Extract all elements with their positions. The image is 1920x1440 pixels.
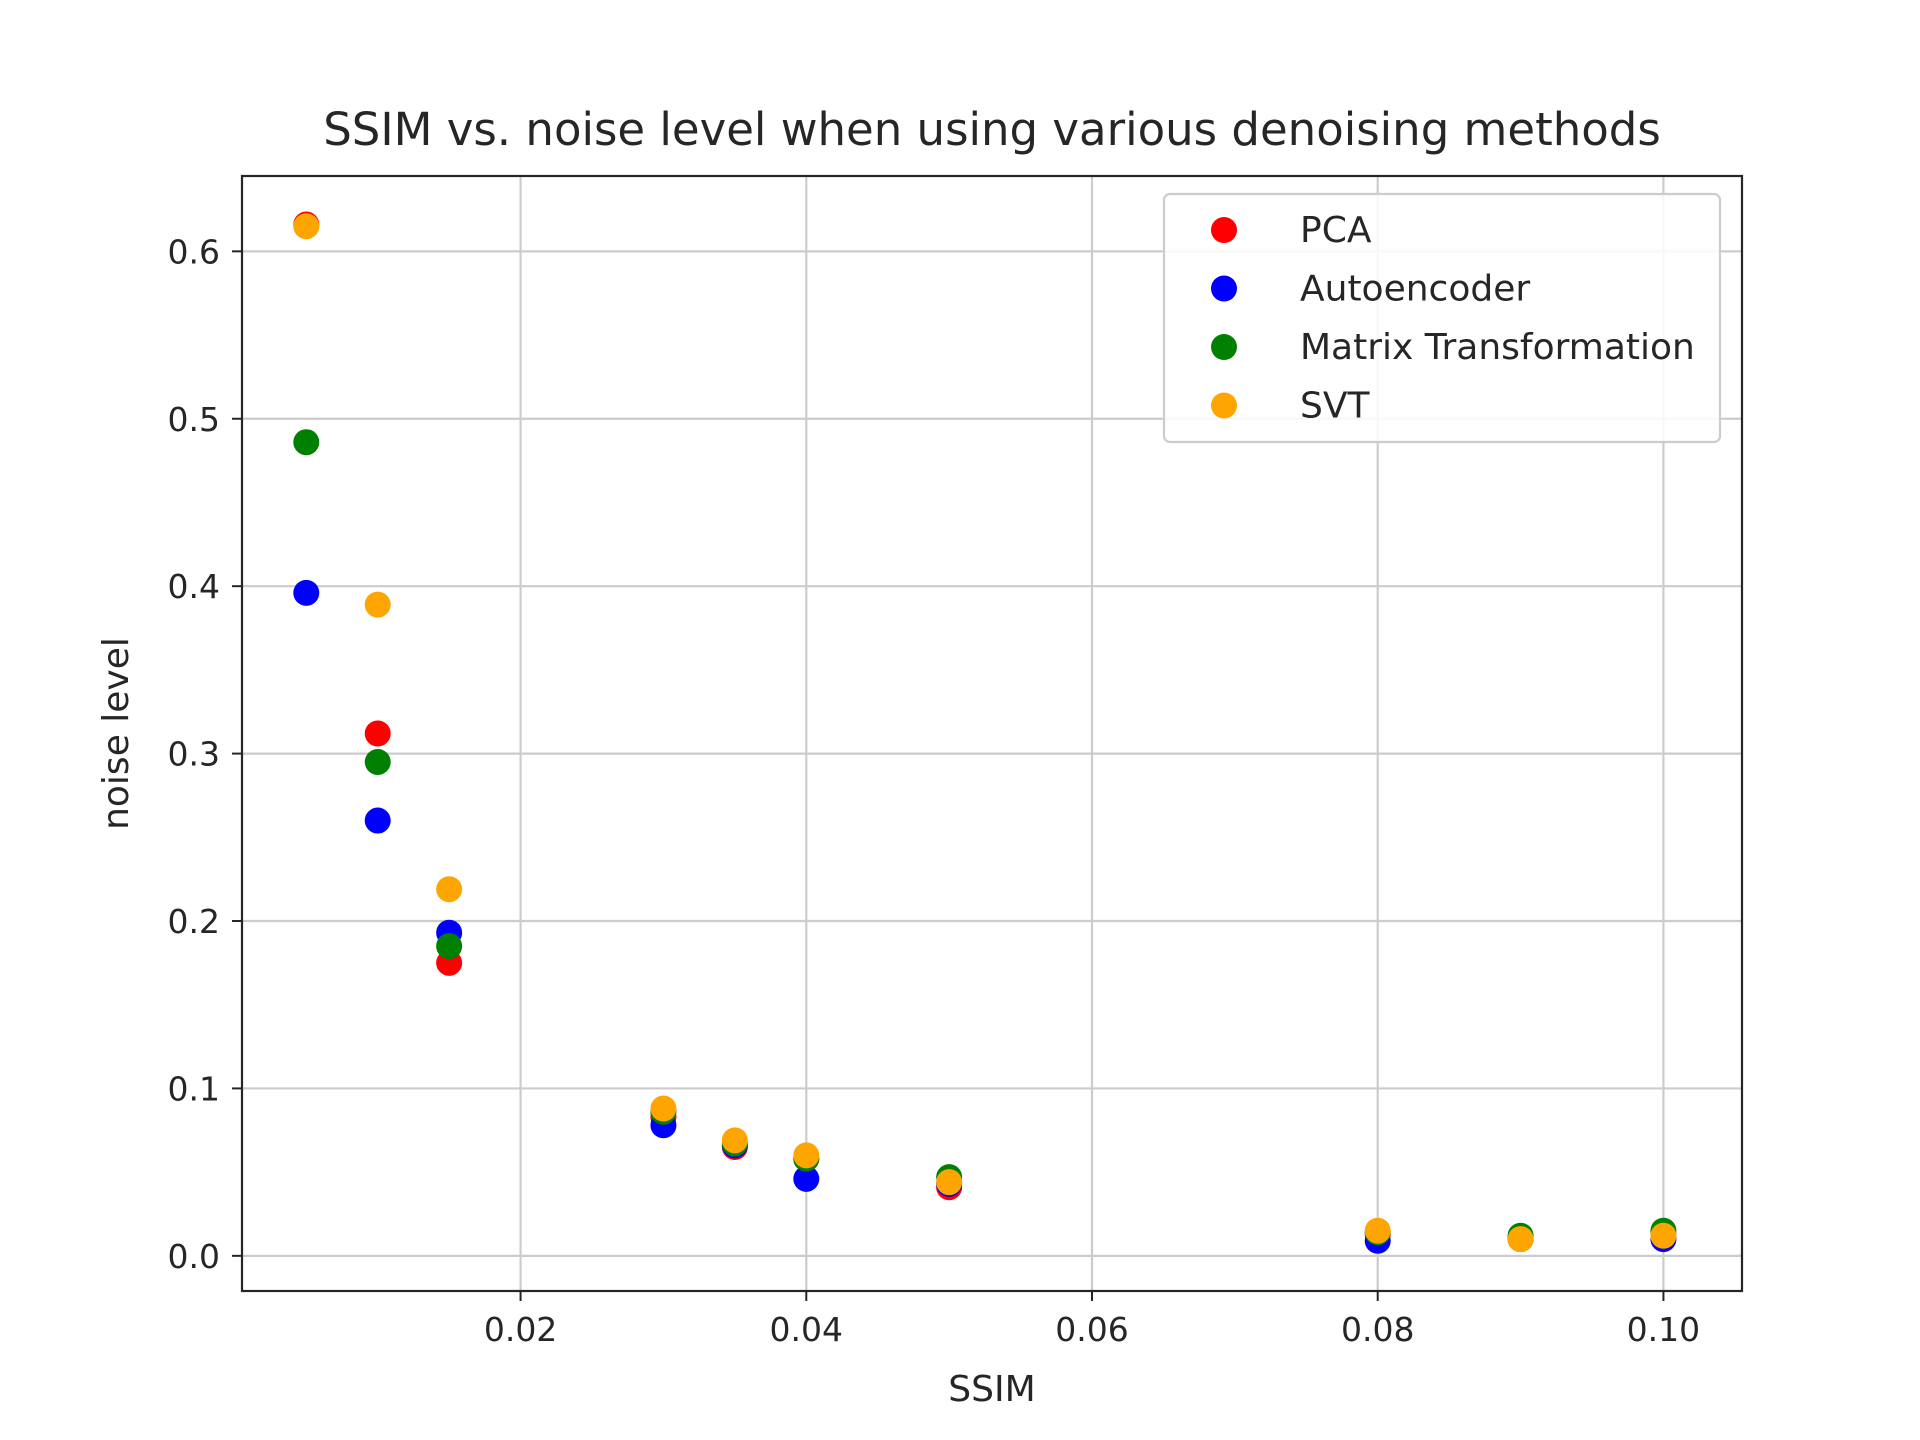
x-tick-label: 0.08 [1341,1310,1414,1349]
axis-ticks: 0.02 0.04 0.06 0.08 0.10 0.0 0.1 0.2 0.3 0.4 0.5 0.… [168,232,1701,1349]
legend-box [1162,192,1722,444]
legend-label: PCA [1300,210,1372,251]
legend: PCA Autoencoder Matrix Transformation SVT [1162,192,1722,444]
x-tick-label: 0.10 [1627,1310,1700,1349]
x-tick-label: 0.02 [484,1310,557,1349]
y-tick-label: 0.5 [168,400,220,439]
x-tick-label: 0.04 [770,1310,843,1349]
y-tick-label: 0.4 [168,567,220,606]
chart-title: SSIM vs. noise level when using various … [323,103,1661,156]
data-point-series-3 [793,1142,820,1169]
y-tick-label: 0.0 [168,1237,220,1276]
legend-label: Matrix Transformation [1300,327,1695,368]
y-tick-label: 0.2 [168,902,220,941]
data-point-series-3 [721,1127,748,1154]
data-point-series-3 [936,1169,963,1196]
y-axis-label: noise level [96,637,137,830]
x-tick-label: 0.06 [1055,1310,1128,1349]
legend-label: Autoencoder [1300,269,1530,310]
legend-marker [1211,334,1237,360]
data-point-series-2 [293,429,320,456]
legend-marker [1211,392,1237,419]
data-point-series-1 [793,1165,820,1192]
data-points [293,211,1677,1254]
data-point-series-3 [364,591,391,618]
data-point-series-0 [364,720,391,747]
y-tick-label: 0.3 [168,735,220,774]
y-tick-label: 0.1 [168,1069,220,1108]
legend-marker [1211,275,1237,302]
data-point-series-2 [436,933,463,960]
data-point-series-1 [364,807,391,834]
y-tick-label: 0.6 [168,232,220,271]
legend-marker [1211,217,1237,243]
data-point-series-2 [364,748,391,775]
data-point-series-3 [1507,1226,1534,1253]
legend-label: SVT [1300,386,1370,427]
data-point-series-3 [1364,1217,1391,1244]
data-point-series-3 [293,213,320,240]
plot-area-frame [240,174,1744,1293]
data-point-series-3 [650,1095,677,1122]
x-axis-label: SSIM [948,1369,1035,1410]
data-point-series-3 [1650,1222,1677,1249]
data-point-series-1 [293,579,320,606]
data-point-series-3 [436,876,463,903]
